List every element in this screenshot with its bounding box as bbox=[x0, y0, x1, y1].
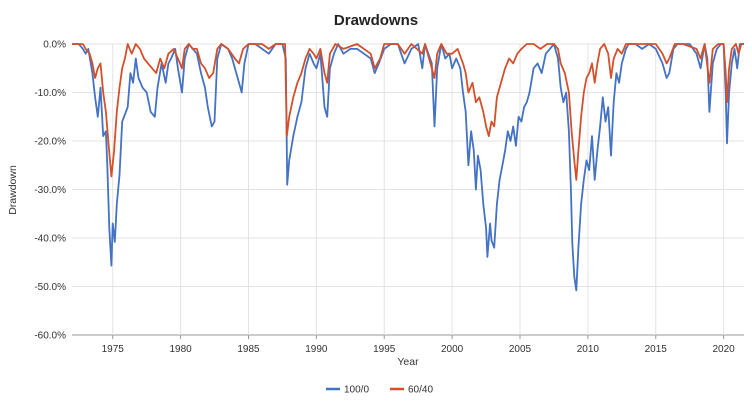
series-line-0 bbox=[72, 43, 744, 292]
chart-title: Drawdowns bbox=[334, 12, 418, 29]
x-tick-label: 2005 bbox=[509, 344, 532, 355]
y-tick-label: 0.0% bbox=[43, 40, 66, 51]
series-lines bbox=[72, 43, 744, 292]
x-tick-label: 1995 bbox=[373, 344, 396, 355]
y-axis-label: Drawdown bbox=[7, 165, 19, 215]
x-tick-label: 1975 bbox=[102, 344, 125, 355]
y-tick-label: -60.0% bbox=[34, 331, 66, 342]
legend-entry: 60/40 bbox=[408, 385, 433, 396]
legend-entry: 100/0 bbox=[344, 385, 369, 396]
x-tick-label: 2010 bbox=[577, 344, 600, 355]
y-axis-ticks: 0.0% -10.0% -20.0% -30.0% -40.0% -50.0% -60.0% bbox=[34, 40, 66, 342]
legend: 100/0 60/40 bbox=[326, 385, 433, 396]
x-tick-label: 2020 bbox=[713, 344, 736, 355]
x-tick-label: 2015 bbox=[645, 344, 668, 355]
y-tick-label: -40.0% bbox=[34, 234, 66, 245]
series-line-1 bbox=[72, 43, 744, 181]
x-tick-label: 1980 bbox=[169, 344, 192, 355]
x-tick-label: 2000 bbox=[441, 344, 464, 355]
y-tick-label: -10.0% bbox=[34, 88, 66, 99]
x-axis-ticks: 1975 1980 1985 1990 1995 2000 2005 2010 2015 2020 bbox=[102, 344, 736, 355]
gridlines bbox=[72, 43, 744, 339]
x-tick-label: 1985 bbox=[237, 344, 260, 355]
y-tick-label: -50.0% bbox=[34, 282, 66, 293]
x-tick-label: 1990 bbox=[305, 344, 328, 355]
x-axis-label: Year bbox=[397, 356, 419, 368]
y-tick-label: -20.0% bbox=[34, 137, 66, 148]
y-tick-label: -30.0% bbox=[34, 185, 66, 196]
